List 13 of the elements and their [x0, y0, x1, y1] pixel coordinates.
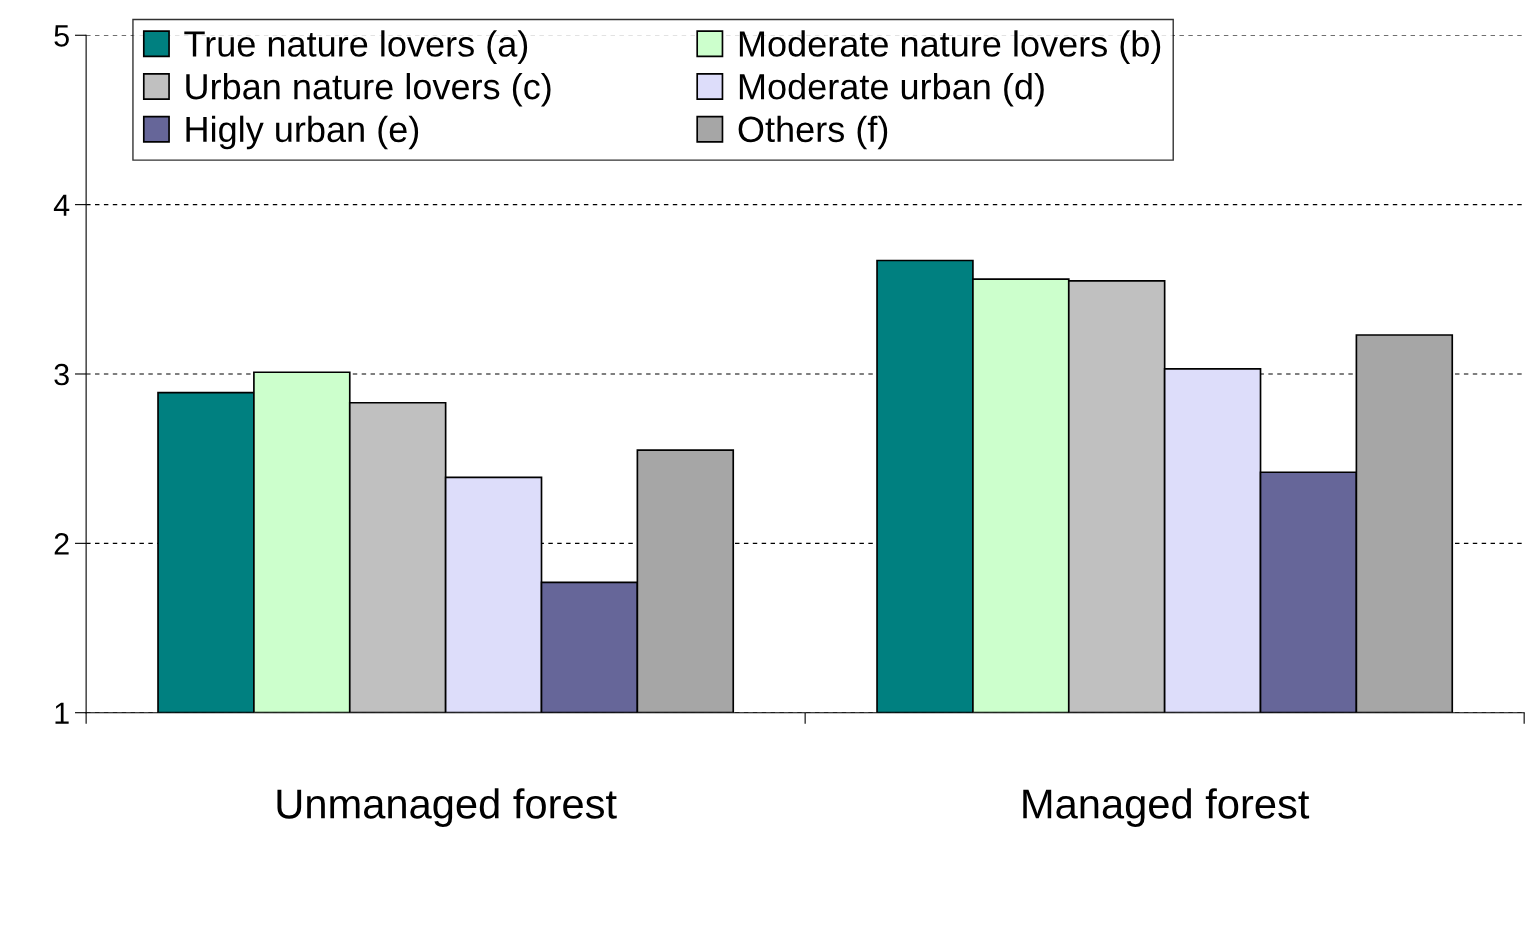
legend-label: Moderate urban (d) — [739, 72, 1044, 107]
y-tick-label: 5 — [54, 25, 69, 47]
legend-label: True nature lovers (a) — [184, 30, 528, 64]
legend-label: Moderate nature lovers (b) — [739, 30, 1161, 64]
x-tick-label: Unmanaged forest — [277, 788, 617, 827]
y-tick-label: 4 — [53, 194, 70, 216]
y-tick-label: 2 — [54, 533, 69, 555]
legend-label: Urban nature lovers (c) — [186, 72, 551, 107]
legend-label: Others (f) — [738, 115, 888, 150]
y-tick-label: 1 — [55, 702, 69, 724]
y-tick-label: 3 — [54, 363, 69, 386]
legend-label: Higly urban (e) — [186, 115, 419, 150]
x-tick-label: Managed forest — [1023, 788, 1310, 827]
